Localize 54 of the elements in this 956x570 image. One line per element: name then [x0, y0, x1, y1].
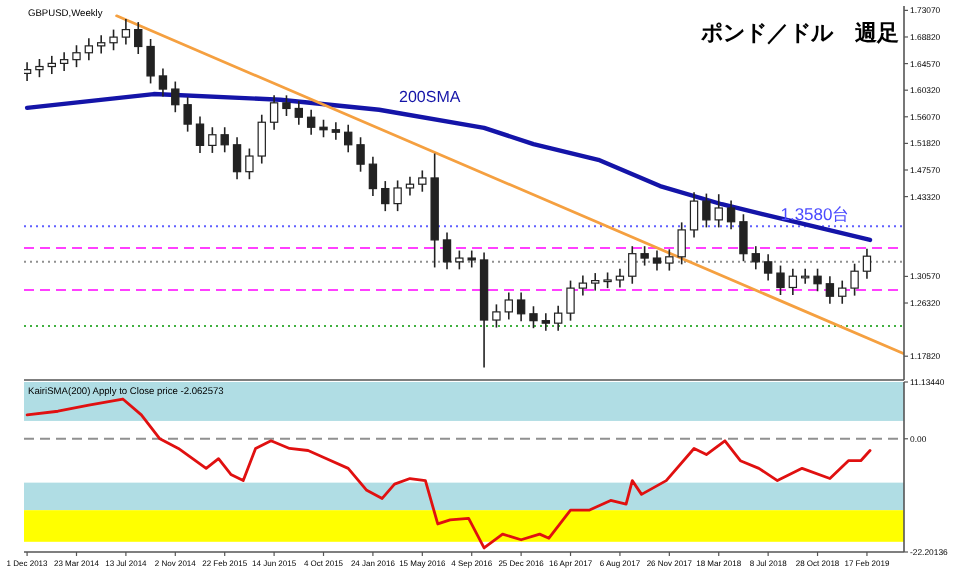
candlestick: [84, 37, 94, 62]
candlestick: [825, 275, 835, 305]
candlestick: [529, 305, 538, 329]
candlestick: [442, 231, 452, 271]
line-series: [24, 91, 873, 243]
candlestick: [689, 191, 699, 239]
candlestick: [158, 67, 168, 98]
candlestick: [578, 274, 588, 297]
candlestick: [739, 213, 748, 262]
line-series: [25, 397, 872, 550]
candlestick: [96, 34, 106, 55]
candlestick: [516, 291, 526, 323]
candlestick: [245, 147, 254, 180]
text: ポンド／ドル 週足: [699, 20, 899, 46]
candlestick: [405, 175, 415, 197]
candlestick: [306, 108, 316, 136]
candlestick: [134, 21, 143, 55]
candlestick: [751, 245, 760, 271]
candlestick: [109, 28, 118, 52]
candlestick: [492, 303, 501, 329]
candlestick: [257, 113, 266, 165]
candlestick: [862, 247, 872, 280]
candlestick: [850, 262, 859, 297]
candlestick: [553, 304, 563, 332]
candlestick: [121, 18, 131, 46]
candlestick: [726, 199, 736, 231]
candlestick: [232, 136, 242, 180]
candlestick: [368, 155, 378, 197]
candlestick: [356, 136, 365, 173]
candlestick: [504, 291, 513, 321]
annotation: 1.3580台: [780, 204, 851, 225]
candlestick: [838, 279, 847, 305]
candlestick: [541, 312, 551, 332]
candlestick: [615, 267, 625, 289]
candlestick: [788, 267, 798, 296]
candlestick: [146, 38, 155, 85]
series-label: 200SMA: [399, 87, 462, 106]
candlestick: [47, 55, 56, 75]
candlestick: [35, 58, 44, 78]
candlestick: [591, 272, 600, 292]
candlestick: [652, 249, 662, 272]
candlestick: [763, 253, 773, 282]
candlestick: [331, 121, 341, 141]
candlestick: [294, 100, 304, 126]
candlestick: [282, 94, 291, 117]
candlestick: [813, 267, 822, 293]
candlestick: [72, 44, 81, 68]
candlestick: [195, 115, 205, 154]
candlestick: [566, 279, 575, 322]
candlestick: [776, 264, 785, 296]
candlestick: [344, 123, 353, 154]
candlestick: [59, 51, 69, 72]
candlestick: [24, 61, 32, 82]
candlestick: [269, 94, 279, 131]
